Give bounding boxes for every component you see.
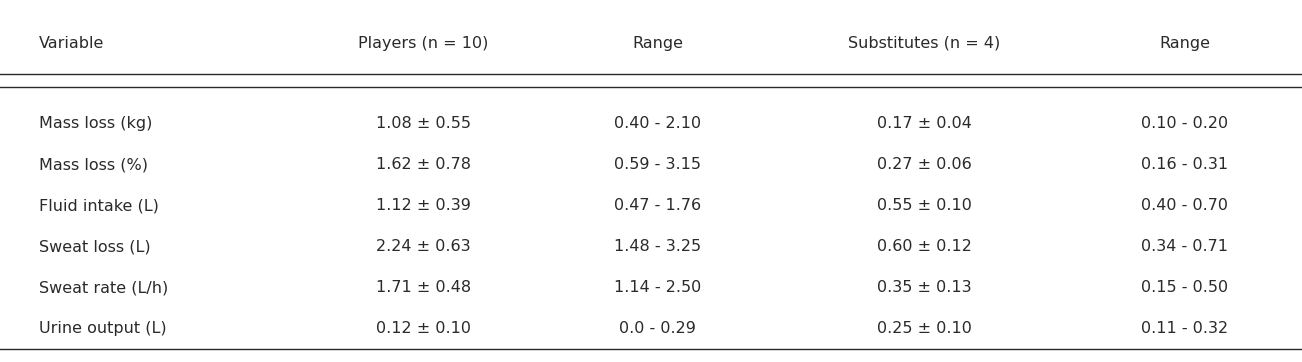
Text: 0.10 - 0.20: 0.10 - 0.20 — [1142, 116, 1228, 131]
Text: Sweat rate (L/h): Sweat rate (L/h) — [39, 280, 168, 295]
Text: 2.24 ± 0.63: 2.24 ± 0.63 — [376, 239, 470, 254]
Text: 0.0 - 0.29: 0.0 - 0.29 — [618, 321, 697, 336]
Text: Range: Range — [631, 36, 684, 51]
Text: 0.40 - 0.70: 0.40 - 0.70 — [1142, 198, 1228, 213]
Text: 0.47 - 1.76: 0.47 - 1.76 — [615, 198, 700, 213]
Text: 1.62 ± 0.78: 1.62 ± 0.78 — [376, 157, 470, 172]
Text: Variable: Variable — [39, 36, 104, 51]
Text: Mass loss (kg): Mass loss (kg) — [39, 116, 152, 131]
Text: 0.16 - 0.31: 0.16 - 0.31 — [1142, 157, 1228, 172]
Text: Substitutes (n = 4): Substitutes (n = 4) — [849, 36, 1000, 51]
Text: Urine output (L): Urine output (L) — [39, 321, 167, 336]
Text: Mass loss (%): Mass loss (%) — [39, 157, 148, 172]
Text: 0.25 ± 0.10: 0.25 ± 0.10 — [878, 321, 971, 336]
Text: 0.27 ± 0.06: 0.27 ± 0.06 — [878, 157, 971, 172]
Text: 0.34 - 0.71: 0.34 - 0.71 — [1142, 239, 1228, 254]
Text: Players (n = 10): Players (n = 10) — [358, 36, 488, 51]
Text: 0.35 ± 0.13: 0.35 ± 0.13 — [878, 280, 971, 295]
Text: 0.15 - 0.50: 0.15 - 0.50 — [1142, 280, 1228, 295]
Text: 1.12 ± 0.39: 1.12 ± 0.39 — [376, 198, 470, 213]
Text: Fluid intake (L): Fluid intake (L) — [39, 198, 159, 213]
Text: 0.12 ± 0.10: 0.12 ± 0.10 — [376, 321, 470, 336]
Text: 1.71 ± 0.48: 1.71 ± 0.48 — [375, 280, 471, 295]
Text: Sweat loss (L): Sweat loss (L) — [39, 239, 151, 254]
Text: 0.59 - 3.15: 0.59 - 3.15 — [615, 157, 700, 172]
Text: 0.17 ± 0.04: 0.17 ± 0.04 — [878, 116, 971, 131]
Text: 0.60 ± 0.12: 0.60 ± 0.12 — [878, 239, 971, 254]
Text: Range: Range — [1159, 36, 1211, 51]
Text: 1.14 - 2.50: 1.14 - 2.50 — [613, 280, 702, 295]
Text: 1.48 - 3.25: 1.48 - 3.25 — [615, 239, 700, 254]
Text: 0.40 - 2.10: 0.40 - 2.10 — [615, 116, 700, 131]
Text: 0.55 ± 0.10: 0.55 ± 0.10 — [878, 198, 971, 213]
Text: 1.08 ± 0.55: 1.08 ± 0.55 — [376, 116, 470, 131]
Text: 0.11 - 0.32: 0.11 - 0.32 — [1142, 321, 1228, 336]
